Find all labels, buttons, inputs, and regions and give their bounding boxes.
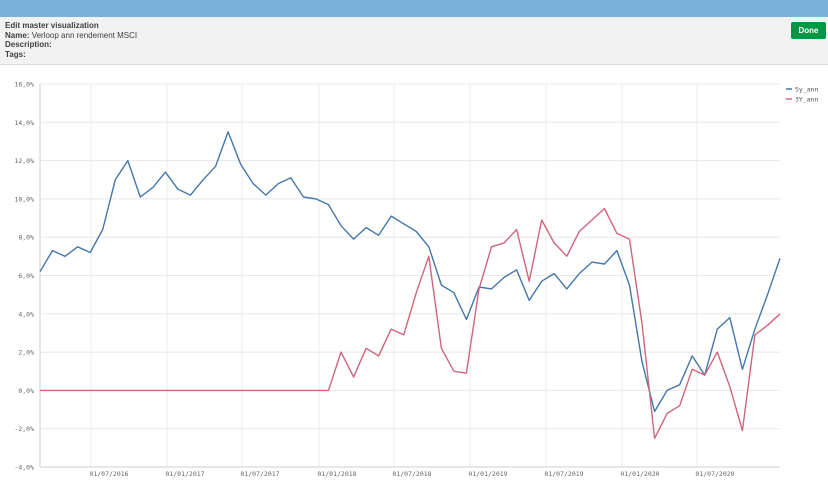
name-label: Name:: [5, 30, 30, 40]
visualization-properties: Edit master visualization Name: Verloop …: [5, 21, 137, 59]
x-tick-label: 01/07/2018: [392, 470, 431, 478]
x-tick-label: 01/07/2019: [544, 470, 583, 478]
tags-label: Tags:: [5, 49, 26, 59]
edit-panel: Edit master visualization Name: Verloop …: [0, 17, 828, 65]
y-tick-label: 6,0%: [18, 272, 34, 280]
x-tick-label: 01/07/2017: [240, 470, 279, 478]
description-label: Description:: [5, 40, 52, 49]
legend-label[interactable]: 3Y_ann: [795, 96, 819, 104]
y-tick-label: 12,0%: [14, 157, 34, 165]
y-tick-label: 2,0%: [18, 349, 34, 357]
name-row: Name: Verloop ann rendement MSCI: [5, 31, 137, 41]
y-tick-label: -4,0%: [14, 464, 34, 472]
top-bar: [0, 0, 828, 17]
y-tick-label: 16,0%: [14, 81, 34, 89]
y-tick-label: 4,0%: [18, 310, 34, 318]
y-tick-label: -2,0%: [14, 425, 34, 433]
done-button[interactable]: Done: [791, 22, 826, 39]
x-tick-label: 01/07/2020: [695, 470, 734, 478]
y-tick-label: 0,0%: [18, 387, 34, 395]
y-tick-label: 8,0%: [18, 234, 34, 242]
line-chart[interactable]: 16,0% 14,0% 12,0% 10,0% 8,0% 6,0% 4,0% 2,0% 0,0%…: [0, 66, 828, 495]
series-line-3y_ann[interactable]: [40, 207, 781, 439]
y-tick-label: 10,0%: [14, 195, 34, 203]
line-chart-svg[interactable]: 16,0% 14,0% 12,0% 10,0% 8,0% 6,0% 4,0% 2,0% 0,0%…: [0, 66, 828, 495]
x-tick-label: 01/01/2019: [468, 470, 507, 478]
x-tick-label: 01/01/2020: [620, 470, 659, 478]
description-row: Description:: [5, 40, 137, 50]
x-tick-label: 01/01/2017: [165, 470, 204, 478]
x-tick-label: 01/07/2016: [89, 470, 128, 478]
name-value[interactable]: Verloop ann rendement MSCI: [31, 30, 138, 40]
panel-heading: Edit master visualization: [5, 21, 99, 30]
x-tick-label: 01/01/2018: [317, 470, 356, 478]
legend-label[interactable]: 5y_ann: [795, 86, 819, 94]
tags-row: Tags:: [5, 50, 137, 60]
y-tick-label: 14,0%: [14, 119, 34, 127]
series-line-5y_ann[interactable]: [39, 131, 781, 413]
